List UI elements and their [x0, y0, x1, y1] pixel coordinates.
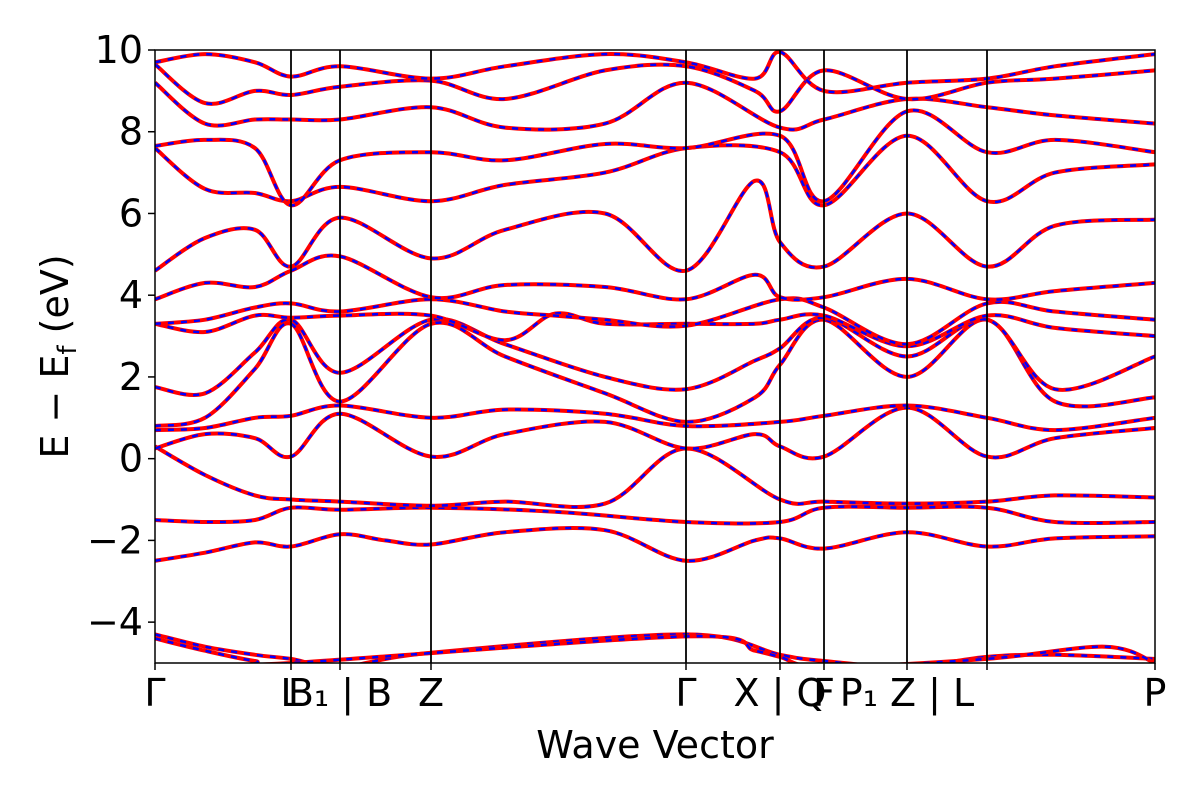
band-line-dashed-3 [155, 406, 1155, 460]
band-line-dashed-14 [155, 63, 1155, 113]
band-line-dashed-0 [155, 526, 1155, 563]
x-axis-label: Wave Vector [536, 723, 774, 767]
y-tick-label: 2 [119, 355, 143, 399]
y-axis-label-unit [33, 333, 77, 345]
band-line-dashed-4 [155, 404, 1155, 432]
band-line-dashed-10 [155, 179, 1155, 272]
band-line-0 [155, 526, 1155, 563]
x-axis-ticks: Γ LB₁ | B Z Γ X | QF P₁ Z | L P [144, 663, 1166, 716]
band-line-13 [155, 80, 1155, 132]
band-line-dashed-7 [155, 311, 1155, 348]
y-axis-label-units: (eV) [33, 254, 77, 333]
band-line-14 [155, 62, 1155, 114]
band-line-6 [155, 315, 1155, 397]
band-line-dashed-8 [155, 296, 1155, 346]
y-tick-label: 4 [119, 273, 143, 317]
y-axis-ticks: −4 −2 0 2 4 6 8 10 [87, 28, 155, 644]
y-tick-label: 0 [119, 437, 143, 481]
band-line-dashed-5 [155, 318, 1155, 428]
band-line-dashed-9 [155, 254, 1155, 302]
band-line-17 [155, 634, 1155, 663]
y-tick-label: −4 [87, 600, 143, 644]
y-tick-label: 6 [119, 191, 143, 235]
band-line-dashed-12 [155, 109, 1155, 207]
band-line-dashed-11 [155, 134, 1155, 207]
kpoint-label: P [1144, 671, 1167, 715]
y-axis-label-main: E − E [33, 355, 77, 459]
kpoint-label: Γ [675, 671, 696, 715]
band-line-4 [155, 403, 1155, 433]
kpoint-label: B₁ | B [288, 671, 392, 716]
band-line-7 [155, 311, 1155, 349]
kpoint-label: F [813, 671, 835, 715]
kpoint-label: P₁ Z | L [840, 671, 974, 716]
y-tick-label: −2 [87, 518, 143, 562]
kpoint-label: X | Q [734, 671, 827, 716]
y-tick-label: 8 [119, 110, 143, 154]
band-line-dashed-2 [155, 445, 1155, 509]
kpoint-label: Z [418, 671, 444, 715]
band-line-dashed-15 [155, 50, 1155, 94]
kpoint-lines [290, 50, 988, 663]
y-tick-label: 10 [95, 28, 143, 72]
axes-frame [154, 49, 1156, 664]
kpoint-label: Γ [144, 671, 165, 715]
band-line-dashed-13 [155, 81, 1155, 131]
band-line-1 [155, 504, 1155, 526]
plot-area [155, 50, 1155, 663]
kpoint-label: L [280, 671, 301, 715]
band-line-dashed-6 [155, 316, 1155, 397]
y-axis-label-sub: f [53, 345, 83, 355]
y-axis-label: E − Ef (eV) [33, 254, 83, 458]
